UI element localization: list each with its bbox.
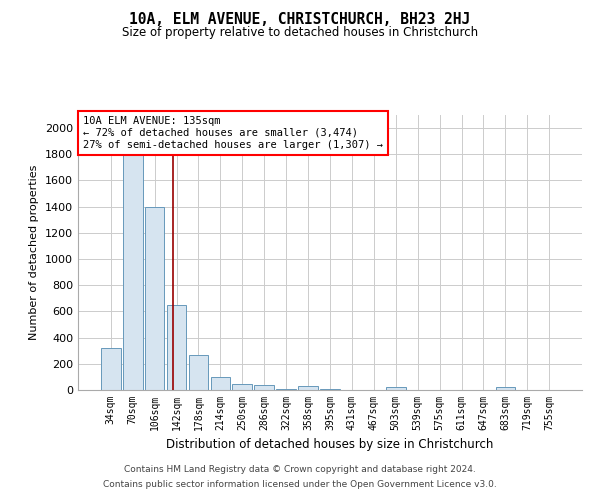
Bar [167, 305, 187, 390]
Bar [145, 206, 164, 390]
X-axis label: Distribution of detached houses by size in Christchurch: Distribution of detached houses by size … [166, 438, 494, 452]
Bar [298, 386, 318, 390]
Bar [101, 348, 121, 390]
Bar [254, 386, 274, 390]
Bar [123, 134, 143, 390]
Text: Size of property relative to detached houses in Christchurch: Size of property relative to detached ho… [122, 26, 478, 39]
Bar [188, 354, 208, 390]
Bar [211, 377, 230, 390]
Text: Contains public sector information licensed under the Open Government Licence v3: Contains public sector information licen… [103, 480, 497, 489]
Bar [496, 388, 515, 390]
Bar [232, 384, 252, 390]
Text: 10A ELM AVENUE: 135sqm
← 72% of detached houses are smaller (3,474)
27% of semi-: 10A ELM AVENUE: 135sqm ← 72% of detached… [83, 116, 383, 150]
Bar [386, 386, 406, 390]
Text: 10A, ELM AVENUE, CHRISTCHURCH, BH23 2HJ: 10A, ELM AVENUE, CHRISTCHURCH, BH23 2HJ [130, 12, 470, 28]
Text: Contains HM Land Registry data © Crown copyright and database right 2024.: Contains HM Land Registry data © Crown c… [124, 465, 476, 474]
Y-axis label: Number of detached properties: Number of detached properties [29, 165, 40, 340]
